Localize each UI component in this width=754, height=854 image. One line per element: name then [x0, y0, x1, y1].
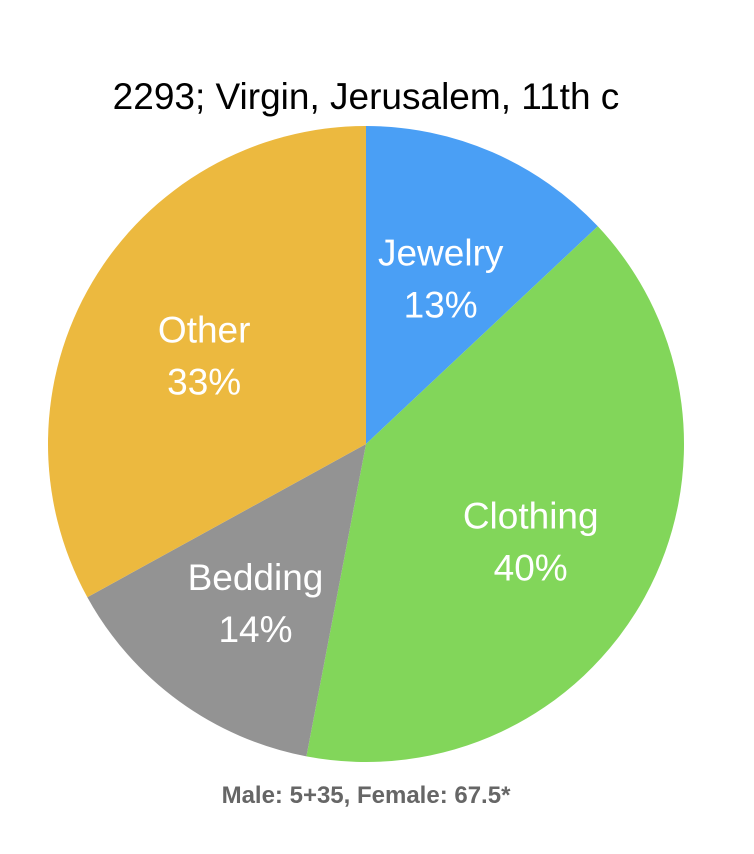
slice-label-clothing: Clothing [463, 496, 599, 537]
slice-label-other: Other [158, 309, 251, 350]
slice-other [47, 125, 367, 598]
slice-jewelry [366, 126, 598, 444]
pie-slices [47, 125, 685, 763]
slice-percent-jewelry: 13% [404, 285, 478, 326]
slice-label-bedding: Bedding [188, 557, 324, 598]
slice-percent-clothing: 40% [494, 548, 568, 589]
slice-percent-bedding: 14% [218, 609, 292, 650]
chart-title: 2293; Virgin, Jerusalem, 11th c [113, 76, 620, 117]
slice-percent-other: 33% [167, 361, 241, 402]
slice-bedding [87, 444, 366, 757]
slice-label-jewelry: Jewelry [378, 233, 504, 274]
chart-footnote: Male: 5+35, Female: 67.5* [222, 782, 511, 809]
slice-clothing [306, 226, 685, 763]
pie-slice-labels: Jewelry 13% Clothing 40% Bedding 14% Other 33% [158, 233, 599, 651]
